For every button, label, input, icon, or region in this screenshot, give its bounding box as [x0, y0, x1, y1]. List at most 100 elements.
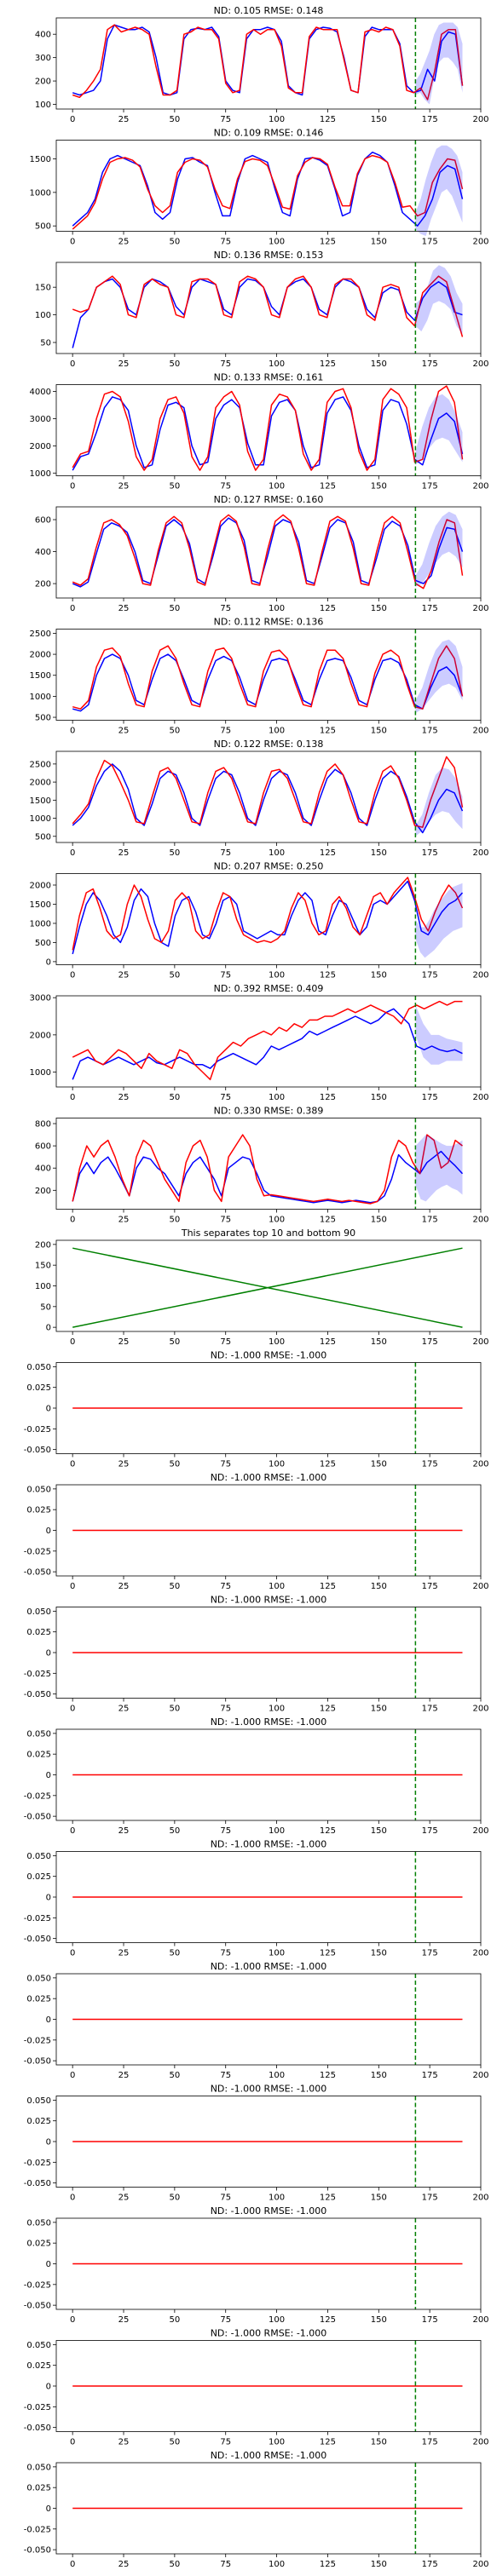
x-tick-label: 125	[320, 2071, 336, 2080]
x-tick-label: 150	[371, 1949, 387, 1958]
x-tick-label: 200	[472, 971, 488, 980]
y-tick-label: -0.050	[24, 1446, 51, 1455]
axes-frame	[55, 1118, 482, 1210]
x-tick-label: 175	[422, 238, 438, 247]
y-tick-label: 0	[46, 957, 51, 967]
x-tick-label: 50	[169, 604, 180, 613]
subplot-11: This separates top 10 and bottom 90 0 25 50…	[35, 1228, 489, 1347]
x-tick-label: 175	[422, 2315, 438, 2325]
subplot-5: ND: 0.127 RMSE: 0.160 0 25 50 75 100 125 150 175…	[35, 494, 489, 613]
x-tick-label: 25	[118, 1216, 130, 1225]
confidence-band	[415, 265, 463, 335]
x-tick-label: 75	[220, 2194, 231, 2203]
x-tick-label: 0	[70, 971, 75, 980]
confidence-band	[415, 22, 463, 105]
actual-line	[72, 24, 464, 101]
y-tick-label: 50	[40, 1302, 51, 1312]
y-tick-label: 0.025	[26, 2240, 51, 2249]
x-tick-label: 25	[118, 1826, 130, 1836]
subplot-18: ND: -1.000 RMSE: -1.000 0 25 50 75 100 125 150 1…	[24, 2084, 489, 2203]
subplot-title: ND: -1.000 RMSE: -1.000	[211, 2328, 327, 2339]
y-tick-label: 0.025	[26, 1383, 51, 1393]
actual-line	[72, 385, 464, 471]
subplot-title: ND: -1.000 RMSE: -1.000	[211, 2205, 327, 2217]
y-tick-label: 2000	[30, 1031, 51, 1040]
y-tick-label: 0	[46, 1771, 51, 1780]
x-tick-label: 175	[422, 115, 438, 124]
subplot-8: ND: 0.207 RMSE: 0.250 0 25 50 75 100 125 150 175…	[30, 861, 489, 980]
actual-line	[72, 645, 464, 710]
x-tick-label: 75	[220, 359, 231, 369]
x-tick-label: 75	[220, 971, 231, 980]
y-tick-label: 0.050	[26, 2463, 51, 2472]
y-tick-label: 0	[46, 1649, 51, 1659]
x-tick-label: 50	[169, 1705, 180, 1714]
x-tick-label: 50	[169, 2438, 180, 2447]
x-tick-label: 50	[169, 1337, 180, 1347]
x-tick-label: 25	[118, 1093, 130, 1102]
y-tick-label: 0.050	[26, 1607, 51, 1617]
axes-frame	[55, 140, 482, 232]
x-tick-label: 150	[371, 115, 387, 124]
x-tick-label: 25	[118, 604, 130, 613]
y-tick-label: 0	[46, 2138, 51, 2148]
y-tick-label: 1000	[30, 693, 51, 702]
x-tick-label: 25	[118, 971, 130, 980]
subplot-3: ND: 0.136 RMSE: 0.153 0 25 50 75 100 125 150 175…	[35, 250, 489, 369]
x-tick-label: 25	[118, 1705, 130, 1714]
x-tick-label: 75	[220, 604, 231, 613]
axes-frame	[55, 262, 482, 354]
y-tick-label: 500	[35, 714, 51, 723]
y-tick-label: -0.025	[24, 1425, 51, 1435]
x-tick-label: 150	[371, 1216, 387, 1225]
x-tick-label: 0	[70, 1216, 75, 1225]
x-tick-label: 50	[169, 2194, 180, 2203]
x-tick-label: 0	[70, 2071, 75, 2080]
y-tick-label: 300	[35, 54, 51, 63]
confidence-band	[415, 883, 463, 958]
x-tick-label: 175	[422, 604, 438, 613]
x-tick-label: 175	[422, 482, 438, 492]
forecast-line	[72, 880, 464, 955]
y-tick-label: 800	[35, 1120, 51, 1130]
y-tick-label: 0	[46, 1894, 51, 1903]
y-tick-label: 0.025	[26, 1506, 51, 1515]
x-tick-label: 100	[269, 604, 285, 613]
y-tick-label: 0.025	[26, 1995, 51, 2004]
x-tick-label: 100	[269, 238, 285, 247]
x-tick-label: 125	[320, 1949, 336, 1958]
y-tick-label: -0.050	[24, 1935, 51, 1944]
y-tick-label: 1500	[30, 155, 51, 164]
x-tick-label: 25	[118, 115, 130, 124]
x-tick-label: 25	[118, 482, 130, 492]
y-tick-label: 0.050	[26, 1852, 51, 1861]
x-tick-label: 175	[422, 1582, 438, 1591]
forecast-line	[72, 1008, 463, 1080]
y-tick-label: -0.025	[24, 2280, 51, 2290]
axes-frame	[55, 873, 482, 965]
x-tick-label: 125	[320, 1582, 336, 1591]
x-tick-label: 125	[320, 1705, 336, 1714]
x-tick-label: 100	[269, 727, 285, 736]
x-tick-label: 175	[422, 2560, 438, 2569]
x-tick-label: 175	[422, 2071, 438, 2080]
x-tick-label: 50	[169, 727, 180, 736]
x-tick-label: 100	[269, 1093, 285, 1102]
x-tick-label: 125	[320, 727, 336, 736]
forecast-line	[72, 517, 464, 588]
x-tick-label: 150	[371, 1582, 387, 1591]
actual-line	[72, 275, 464, 337]
x-tick-label: 150	[371, 238, 387, 247]
y-tick-label: 0	[46, 1405, 51, 1414]
x-tick-label: 200	[472, 848, 488, 858]
subplot-9: ND: 0.392 RMSE: 0.409 0 25 50 75 100 125 150 175…	[30, 983, 489, 1102]
x-tick-label: 75	[220, 1705, 231, 1714]
x-tick-label: 100	[269, 1949, 285, 1958]
x-tick-label: 50	[169, 1949, 180, 1958]
x-tick-label: 0	[70, 604, 75, 613]
x-tick-label: 50	[169, 971, 180, 980]
x-tick-label: 100	[269, 115, 285, 124]
confidence-band	[415, 394, 463, 465]
x-tick-label: 125	[320, 1460, 336, 1469]
y-tick-label: 0	[46, 2260, 51, 2269]
